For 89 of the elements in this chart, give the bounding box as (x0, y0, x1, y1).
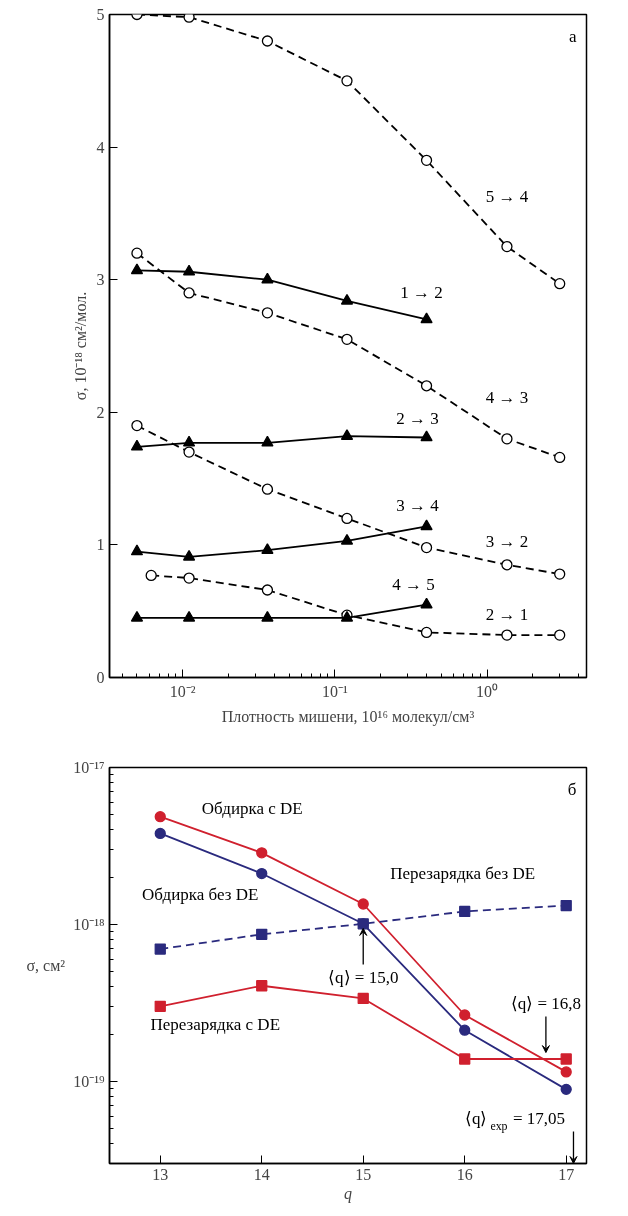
x-axis-title: q (344, 1184, 352, 1203)
point (256, 928, 268, 940)
point (459, 905, 471, 918)
annotation: ⟨q⟩ = 16,8 (510, 993, 582, 1013)
point (459, 1009, 471, 1021)
y-axis-title: σ, 10⁻¹⁸ см²/мол. (71, 291, 89, 401)
series-label: Обдирка без DE (142, 884, 259, 904)
point (256, 847, 268, 859)
y-tick-label: 0 (96, 669, 105, 686)
series-label: 5 → 4 (485, 187, 529, 207)
point (182, 435, 196, 447)
y-tick-label: 10⁻¹⁸ (73, 915, 105, 933)
point (420, 597, 433, 609)
series-label: 2 → 1 (485, 604, 529, 624)
y-axis-title: σ, см² (26, 957, 66, 974)
x-tick-label: 10⁻¹ (322, 682, 349, 700)
point (183, 572, 195, 584)
point (560, 1053, 572, 1065)
point (183, 446, 195, 458)
series-label: Обдирка с DE (201, 799, 303, 819)
x-tick-label: 14 (253, 1165, 270, 1183)
y-tick-label: 2 (96, 403, 105, 421)
point (341, 512, 353, 525)
point (340, 533, 354, 545)
annotation: б (567, 779, 577, 799)
point (420, 430, 433, 442)
point (154, 811, 166, 823)
point (261, 307, 274, 319)
x-tick-label: 13 (152, 1165, 169, 1183)
y-tick-label: 10⁻¹⁹ (73, 1072, 105, 1090)
point (256, 867, 268, 880)
point (182, 264, 196, 276)
point (261, 584, 274, 596)
point (340, 429, 354, 440)
point (501, 433, 513, 445)
point (182, 610, 196, 622)
point (183, 14, 195, 23)
series-label: 3 → 2 (485, 532, 529, 552)
x-tick-label: 10⁰ (476, 682, 499, 700)
point (357, 898, 369, 910)
point (183, 287, 195, 299)
y-tick-label: 3 (96, 271, 105, 289)
y-tick-label: 10⁻¹⁷ (73, 759, 105, 776)
point (459, 1053, 471, 1065)
point (154, 943, 166, 955)
point (420, 519, 433, 531)
series-label: Перезарядка с DE (150, 1014, 281, 1034)
point (501, 240, 513, 253)
point (261, 272, 274, 284)
annotation: а (568, 26, 577, 46)
point (261, 483, 274, 495)
point (154, 1000, 166, 1012)
series-label: 3 → 4 (396, 495, 440, 515)
annotation: ⟨q⟩ = 15,0 (328, 968, 399, 988)
series-label: 4 → 3 (485, 388, 529, 408)
y-tick-label: 4 (96, 138, 105, 156)
x-tick-label: 10⁻² (169, 682, 196, 700)
point (154, 827, 166, 840)
point (261, 543, 274, 555)
point (182, 549, 196, 561)
series-label: 2 → 3 (396, 408, 439, 428)
point (420, 380, 433, 392)
point (501, 559, 513, 571)
series-label: Перезарядка без DE (390, 863, 536, 883)
point (420, 626, 433, 639)
point (340, 293, 354, 305)
y-tick-label: 5 (96, 6, 105, 23)
point (560, 1066, 572, 1078)
x-axis-title: Плотность мишени, 10¹⁶ молекул/см³ (221, 707, 475, 726)
x-tick-label: 17 (558, 1165, 575, 1183)
point (420, 541, 433, 554)
point (256, 980, 268, 992)
point (357, 992, 369, 1005)
x-tick-label: 16 (456, 1165, 473, 1183)
point (341, 333, 353, 346)
point (261, 435, 274, 447)
point (560, 1083, 572, 1096)
point (459, 1024, 471, 1036)
y-tick-label: 1 (96, 536, 105, 554)
series-label: 4 → 5 (392, 575, 435, 595)
series-label: 1 → 2 (400, 282, 443, 302)
x-tick-label: 15 (355, 1165, 372, 1183)
point (261, 610, 274, 622)
point (560, 899, 572, 912)
point (420, 312, 433, 324)
point (501, 629, 513, 641)
point (420, 154, 433, 166)
point (261, 35, 274, 47)
point (341, 75, 353, 87)
